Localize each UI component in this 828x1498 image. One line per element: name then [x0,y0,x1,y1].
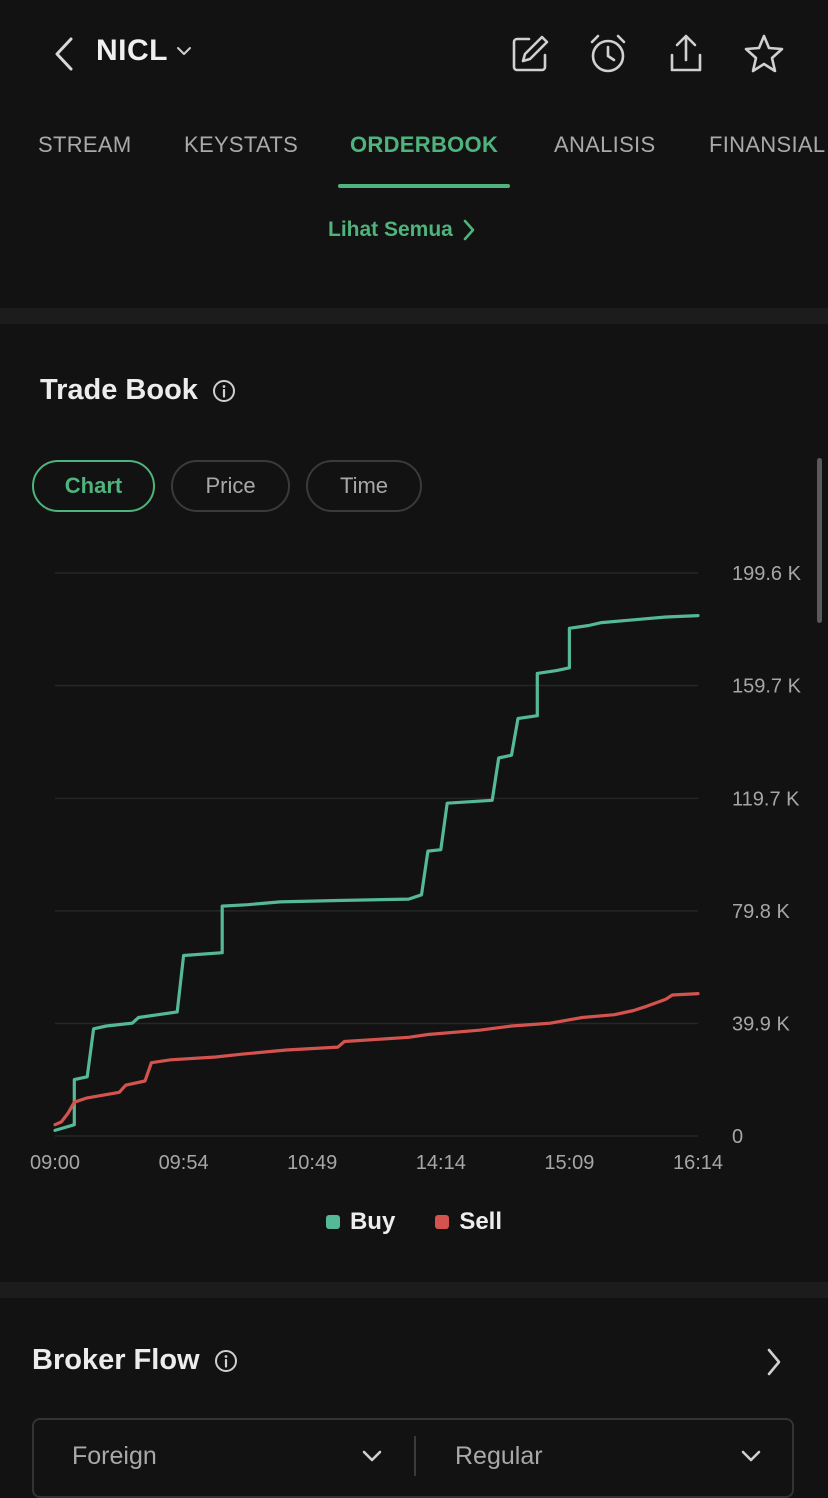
alarm-button[interactable] [584,30,632,78]
broker-flow-title: Broker Flow [32,1344,200,1376]
y-tick-label: 0 [732,1126,743,1148]
tab-bar: STREAM KEYSTATS ORDERBOOK ANALISIS FINAN… [0,118,828,188]
chip-chart[interactable]: Chart [32,460,155,512]
y-tick-label: 199.6 K [732,563,802,585]
info-icon[interactable] [212,379,236,403]
chip-price[interactable]: Price [171,460,290,512]
legend-buy-swatch [325,1215,340,1229]
broker-flow-header: Broker Flow [32,1344,238,1377]
tab-keystats[interactable]: KEYSTATS [184,132,299,157]
chart-legend: Buy Sell [0,1208,828,1236]
x-tick-label: 15:09 [544,1152,594,1174]
x-tick-label: 16:14 [673,1152,723,1174]
info-icon[interactable] [214,1349,238,1373]
legend-sell[interactable]: Sell [435,1208,502,1236]
series-line-sell [53,992,700,1127]
x-tick-label: 09:00 [30,1152,80,1174]
favorite-button[interactable] [740,30,788,78]
trade-book-chart: 0 39.9 K 79.8 K 119.7 K 159.7 K 199.6 K 09:00 0… [30,563,802,1174]
legend-sell-swatch [435,1215,450,1229]
section-divider [0,308,828,324]
legend-buy[interactable]: Buy [325,1208,396,1236]
back-button[interactable] [44,32,84,76]
alarm-icon [590,34,626,73]
edit-icon [512,35,549,72]
scrollbar[interactable] [817,458,822,623]
chevron-down-icon [362,1450,382,1462]
star-icon [744,34,784,73]
chip-time[interactable]: Time [306,460,422,512]
top-bar: NICL [0,0,828,110]
tab-orderbook[interactable]: ORDERBOOK [350,132,499,157]
ticker-symbol: NICL [96,34,168,67]
section-divider [0,1282,828,1298]
tab-finansial[interactable]: FINANSIAL [709,132,826,157]
legend-sell-label: Sell [459,1208,503,1235]
chevron-down-icon [177,47,191,55]
y-tick-label: 119.7 K [732,788,800,810]
market-filter-dropdown[interactable]: Regular [455,1420,761,1492]
trade-book-title: Trade Book [40,374,198,406]
broker-flow-open-button[interactable] [756,1342,792,1382]
back-arrow-icon [55,37,73,71]
ticker-selector[interactable]: NICL [96,34,192,68]
chevron-right-icon [767,1348,781,1376]
tab-stream[interactable]: STREAM [38,132,132,157]
share-button[interactable] [662,30,710,78]
market-filter-value: Regular [455,1441,543,1470]
y-tick-label: 79.8 K [732,901,790,923]
filter-divider [414,1436,416,1476]
y-tick-label: 39.9 K [732,1013,790,1035]
broker-flow-filters: Foreign Regular [32,1418,794,1498]
see-all-link[interactable]: Lihat Semua [328,218,475,242]
series-line-buy [53,614,700,1132]
share-icon [670,34,702,72]
x-tick-label: 10:49 [287,1152,337,1174]
foreign-filter-value: Foreign [72,1441,157,1470]
chevron-down-icon [741,1450,761,1462]
x-tick-label: 14:14 [416,1152,466,1174]
x-tick-label: 09:54 [159,1152,209,1174]
foreign-filter-dropdown[interactable]: Foreign [72,1420,382,1492]
see-all-label: Lihat Semua [328,218,453,241]
chevron-right-icon [463,219,475,241]
tab-analisis[interactable]: ANALISIS [554,132,656,157]
y-tick-label: 159.7 K [732,676,802,698]
active-tab-indicator [338,184,510,188]
trade-book-header: Trade Book [40,374,236,407]
legend-buy-label: Buy [349,1208,396,1235]
edit-button[interactable] [506,30,554,78]
